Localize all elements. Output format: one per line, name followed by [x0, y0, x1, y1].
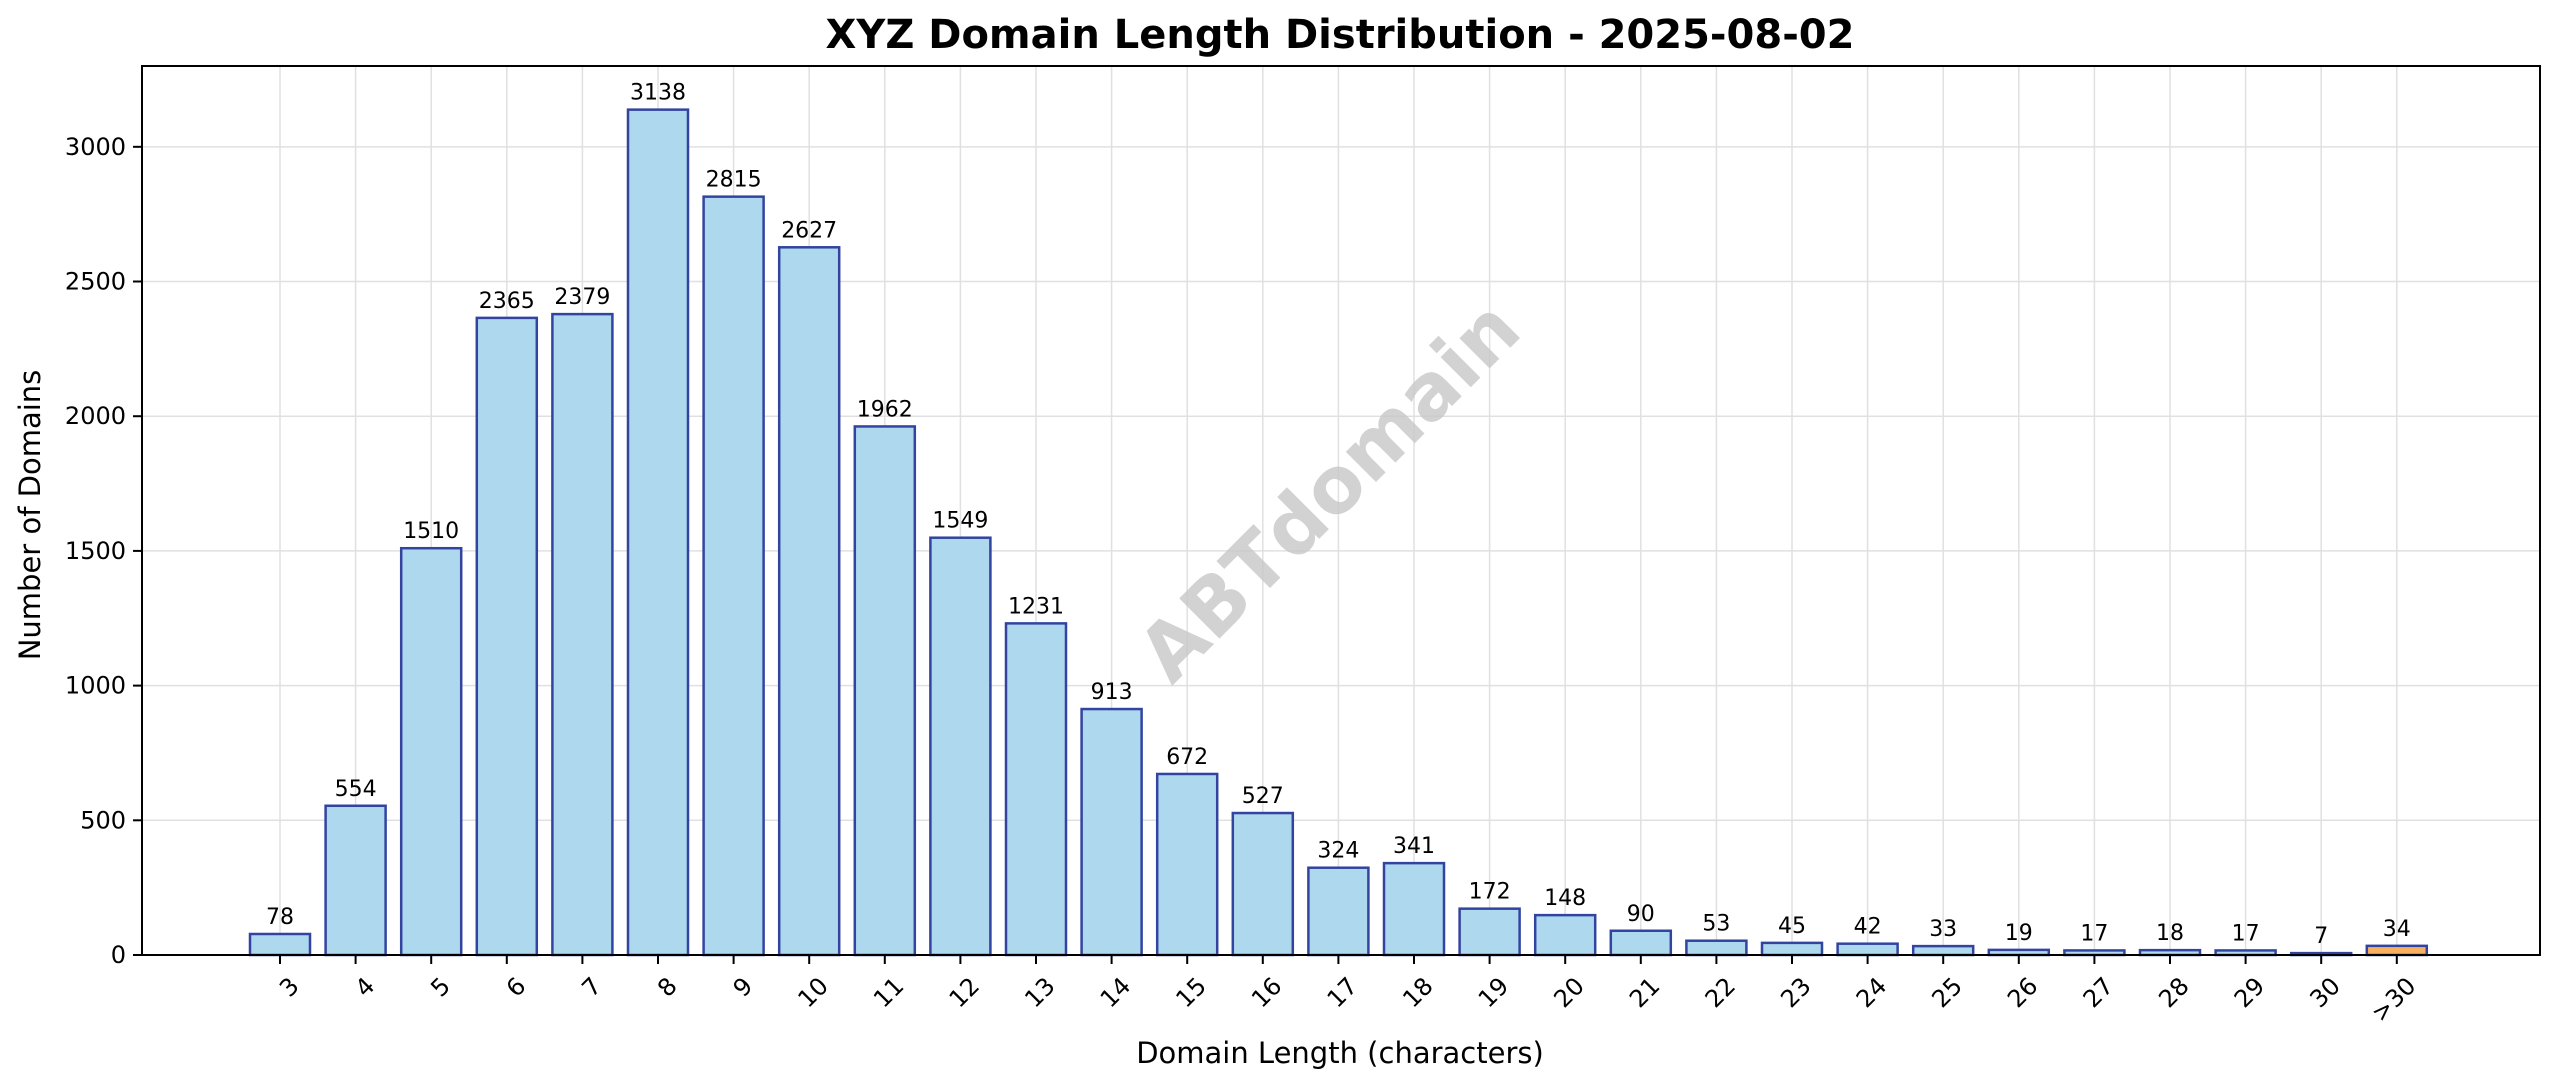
data-label-29: 17	[2232, 921, 2260, 946]
data-label-20: 148	[1544, 886, 1586, 911]
plot-frame	[141, 65, 2541, 956]
bar-30	[2365, 944, 2429, 957]
data-label-30: 7	[2314, 924, 2328, 949]
bar-5	[399, 546, 463, 957]
bar-19	[1458, 907, 1521, 957]
data-label-15: 672	[1166, 745, 1208, 770]
x-axis-title: Domain Length (characters)	[1136, 1036, 1544, 1070]
bar-7	[551, 312, 614, 957]
data-label-4: 554	[335, 777, 377, 802]
data-label-17: 324	[1317, 839, 1359, 864]
y-tick-label-2500: 2500	[65, 268, 126, 296]
bar-10	[777, 246, 841, 957]
data-label-16: 527	[1242, 784, 1284, 809]
data-label-12: 1549	[932, 509, 988, 534]
y-axis: 0 500 1000 1500 2000 2500 3000	[65, 133, 142, 969]
data-label-22: 53	[1702, 912, 1730, 937]
y-tick-label-1500: 1500	[65, 537, 126, 565]
data-label-19: 172	[1469, 880, 1511, 905]
data-label-6: 2365	[479, 289, 535, 314]
y-tick-label-2000: 2000	[65, 402, 126, 430]
bar-12	[929, 536, 992, 957]
data-label-30: 34	[2383, 917, 2411, 942]
bar-6	[475, 316, 539, 957]
data-label-11: 1962	[857, 397, 913, 422]
bar-18	[1382, 861, 1446, 957]
bar-21	[1609, 929, 1673, 957]
data-label-9: 2815	[706, 168, 762, 193]
y-tick-label-1000: 1000	[65, 672, 126, 700]
data-label-28: 18	[2156, 921, 2184, 946]
bar-13	[1004, 622, 1068, 957]
bar-14	[1080, 707, 1143, 957]
data-label-14: 913	[1091, 680, 1133, 705]
chart-title: XYZ Domain Length Distribution - 2025-08…	[826, 12, 1855, 58]
y-tick-label-3000: 3000	[65, 133, 126, 161]
data-label-26: 19	[2005, 921, 2033, 946]
data-label-18: 341	[1393, 834, 1435, 859]
y-tick-label-0: 0	[111, 941, 126, 969]
data-label-24: 42	[1854, 915, 1882, 940]
bar-23	[1760, 941, 1824, 957]
bar-24	[1836, 942, 1899, 957]
data-label-21: 90	[1627, 902, 1655, 927]
bar-15	[1155, 772, 1219, 957]
bar-11	[853, 425, 917, 957]
data-label-25: 33	[1929, 917, 1957, 942]
bar-8	[626, 108, 690, 957]
data-label-23: 45	[1778, 914, 1806, 939]
bar-4	[324, 804, 387, 957]
y-axis-title: Number of Domains	[13, 370, 47, 661]
data-label-3: 78	[266, 905, 294, 930]
data-label-13: 1231	[1008, 594, 1064, 619]
bar-9	[702, 195, 765, 957]
data-label-8: 3138	[630, 81, 686, 106]
bar-22	[1685, 939, 1748, 957]
data-label-27: 17	[2080, 921, 2108, 946]
data-labels: 78 554 1510 2365 2379 3138 2815 2627 1962 1549 123…	[266, 81, 2411, 949]
y-tick-label-500: 500	[80, 806, 126, 834]
data-label-7: 2379	[554, 285, 610, 310]
bar-17	[1307, 866, 1370, 957]
bar-25	[1911, 944, 1975, 957]
bars	[248, 108, 2429, 957]
bar-20	[1533, 913, 1597, 957]
data-label-10: 2627	[781, 218, 837, 243]
bar-16	[1231, 811, 1295, 957]
bar-3	[248, 932, 312, 957]
data-label-5: 1510	[403, 519, 459, 544]
